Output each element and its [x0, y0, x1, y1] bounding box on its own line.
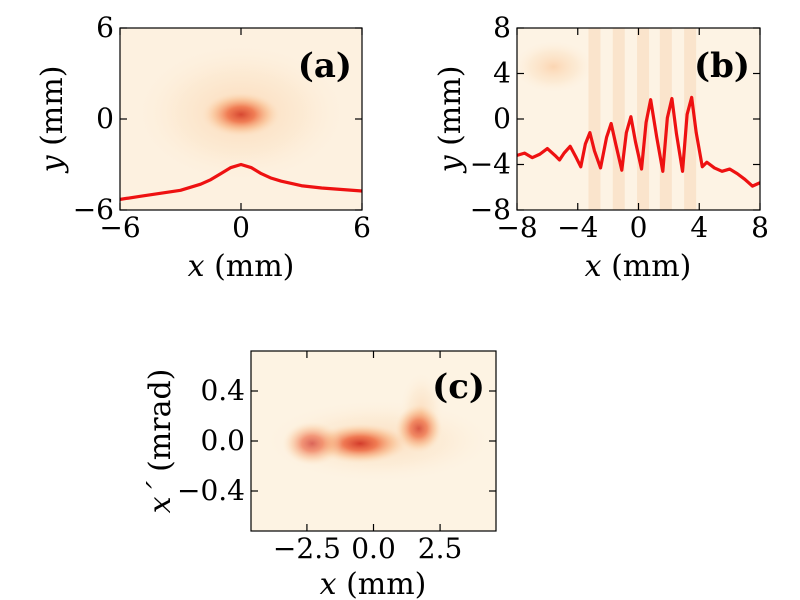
- panel-a-ticks: −6 0 6 6 0 −6: [73, 11, 371, 244]
- panel-b-fringe-4: [684, 28, 697, 210]
- panel-a-profile-line: [120, 162, 362, 201]
- panel-c-xlabel: x (mm): [320, 567, 427, 600]
- panel-c-xtick-label: 0.0: [351, 532, 396, 565]
- panel-b-ylabel: y (mm): [433, 66, 468, 175]
- panel-a-ylabel: y (mm): [35, 66, 70, 175]
- panel-b-ytick-label: −8: [470, 193, 511, 226]
- panel-b-xlabel: x (mm): [585, 249, 692, 284]
- panel-b-xtick-label: −8: [496, 211, 537, 244]
- panel-c-ytick-label: −0.4: [177, 474, 245, 507]
- panel-b: −8 −4 0 4 8 8 4 0 −4 −8 (b) x (mm) y (mm): [433, 11, 769, 284]
- panel-b-xtick-label: −4: [557, 211, 598, 244]
- panel-c-xtick-label: 2.5: [418, 532, 463, 565]
- panel-b-fringe-1: [612, 28, 625, 210]
- panel-c-spot-3: [268, 401, 490, 481]
- panel-c: −2.5 0.0 2.5 0.4 0.0 −0.4 (c) x (mm) x´ (mrad…: [143, 350, 497, 600]
- panel-b-ytick-label: 8: [493, 11, 511, 44]
- panel-c-ytick-label: 0.4: [200, 374, 245, 407]
- panel-a-spot-1: [137, 44, 345, 181]
- panel-b-ytick-label: −4: [470, 148, 511, 181]
- panel-b-label: (b): [694, 46, 750, 86]
- panel-b-spot-0: [517, 41, 593, 93]
- panel-a-heatmap: [137, 44, 345, 181]
- panel-b-ticks: −8 −4 0 4 8 8 4 0 −4 −8: [470, 11, 769, 244]
- panel-b-xtick-label: 4: [690, 211, 708, 244]
- panel-a-xtick-label: 6: [353, 211, 371, 244]
- panel-b-ytick-label: 0: [493, 102, 511, 135]
- panel-c-ytick-label: 0.0: [200, 424, 245, 457]
- panel-a-ytick-label: 6: [96, 11, 114, 44]
- panel-a-xlabel: x (mm): [188, 249, 295, 284]
- panel-b-xtick-label: 8: [751, 211, 769, 244]
- panel-a-xtick-label: 0: [232, 211, 250, 244]
- panel-b-xtick-label: 0: [630, 211, 648, 244]
- panel-c-label: (c): [432, 367, 485, 407]
- panel-c-ylabel: x´ (mrad): [143, 369, 178, 514]
- panel-b-profile-line: [517, 95, 760, 188]
- panel-b-heatmap: [517, 41, 593, 93]
- panel-a-ytick-label: −6: [73, 193, 114, 226]
- panel-a-label: (a): [298, 46, 352, 86]
- panel-b-ytick-label: 4: [493, 57, 511, 90]
- panel-c-xtick-label: −2.5: [273, 532, 341, 565]
- panel-c-heatmap: [268, 373, 490, 481]
- panel-c-spot-4: [400, 373, 443, 454]
- panel-c-ticks: −2.5 0.0 2.5 0.4 0.0 −0.4: [177, 351, 496, 565]
- panel-a-xtick-label: −6: [99, 211, 140, 244]
- panel-a: −6 0 6 6 0 −6 (a) x (mm) y (mm): [35, 11, 371, 284]
- panel-b-fringe-0: [588, 28, 601, 210]
- panel-a-ytick-label: 0: [96, 102, 114, 135]
